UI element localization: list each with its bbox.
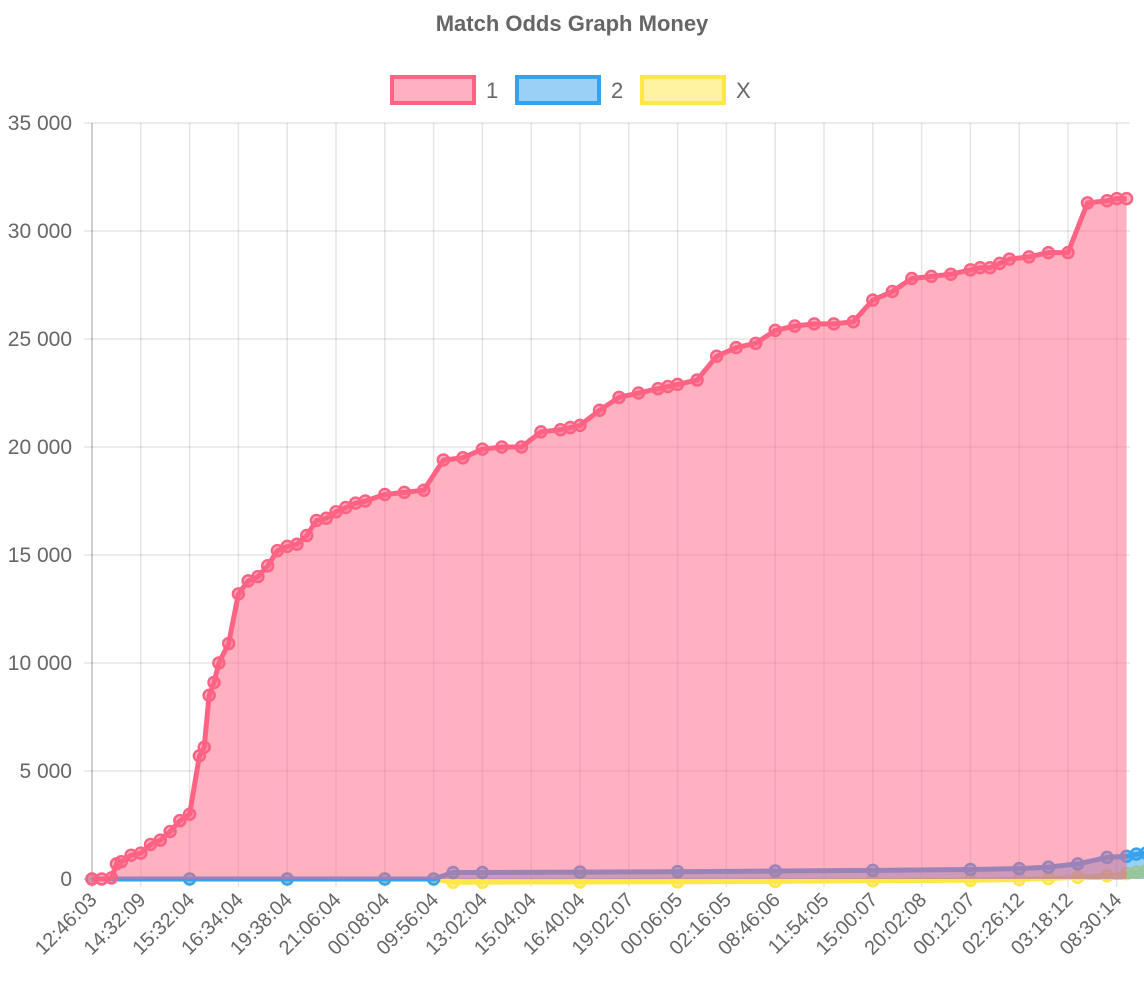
data-point[interactable] [163,824,177,839]
data-point[interactable] [134,846,148,860]
y-tick-label: 20 000 [8,436,72,459]
y-tick-label: 0 [60,868,72,891]
data-point[interactable] [153,833,168,847]
data-point[interactable] [670,377,685,392]
chart-title: Match Odds Graph Money [436,11,709,36]
data-point[interactable] [1139,846,1144,860]
legend-label: 1 [486,78,498,103]
data-point[interactable] [1119,191,1134,206]
data-point[interactable] [1041,245,1056,260]
data-point[interactable] [260,559,275,573]
data-point[interactable] [358,494,373,508]
data-point[interactable] [417,483,431,497]
data-point[interactable] [729,340,743,355]
data-point[interactable] [436,453,451,467]
data-point[interactable] [197,740,211,754]
legend-item[interactable]: X [640,75,751,105]
data-point[interactable] [319,511,333,526]
legend-label: 2 [611,78,623,103]
legend-swatch [390,75,476,105]
y-axis: 0 5 000 10 000 15 000 20 000 25 000 30 000 35 0… [8,112,72,891]
y-tick-label: 10 000 [8,652,72,675]
data-point[interactable] [114,854,129,869]
data-point[interactable] [221,636,236,651]
data-point[interactable] [378,487,392,502]
x-axis: 12:46:0314:32:0915:32:0416:34:0419:38:04… [31,889,1126,960]
series-area [92,198,1127,880]
legend-item[interactable]: 2 [515,75,623,105]
data-point[interactable] [885,284,900,299]
y-tick-label: 5 000 [19,760,72,783]
data-point[interactable] [573,418,587,433]
data-point[interactable] [807,317,821,331]
legend: 1 2 X [390,75,751,105]
data-point[interactable] [173,813,187,828]
y-tick-label: 30 000 [8,220,72,243]
data-point[interactable] [1022,250,1036,264]
data-point[interactable] [456,451,470,465]
series-layer [85,191,1144,889]
data-point[interactable] [207,675,221,690]
data-point[interactable] [846,314,861,329]
data-point[interactable] [475,442,490,456]
data-point[interactable] [631,386,646,400]
data-point[interactable] [397,485,412,500]
data-point[interactable] [251,569,265,584]
data-point[interactable] [299,528,314,543]
data-point[interactable] [104,871,119,885]
legend-swatch [515,75,601,105]
y-tick-label: 35 000 [8,112,72,135]
y-tick-label: 15 000 [8,544,72,567]
data-point[interactable] [514,440,529,454]
data-point[interactable] [866,293,880,307]
data-point[interactable] [290,537,304,551]
data-point[interactable] [709,349,724,364]
data-point[interactable] [905,271,919,286]
data-point[interactable] [768,323,782,338]
data-point[interactable] [690,373,704,387]
data-point[interactable] [1080,196,1095,210]
data-point[interactable] [748,336,763,351]
data-point[interactable] [1061,245,1075,260]
data-point[interactable] [212,656,226,670]
data-point[interactable] [231,587,246,601]
data-point[interactable] [495,440,509,454]
data-point[interactable] [1002,252,1017,266]
data-point[interactable] [534,425,548,439]
data-point[interactable] [592,403,607,418]
series-1 [85,191,1134,886]
data-point[interactable] [612,390,626,405]
legend-label: X [736,78,751,103]
data-point[interactable] [827,317,841,331]
y-tick-label: 25 000 [8,328,72,351]
legend-item[interactable]: 1 [390,75,498,105]
data-point[interactable] [787,319,802,333]
data-point[interactable] [924,269,939,284]
data-point[interactable] [182,807,197,821]
data-point[interactable] [944,267,958,281]
legend-swatch [640,75,726,105]
data-point[interactable] [202,688,216,703]
